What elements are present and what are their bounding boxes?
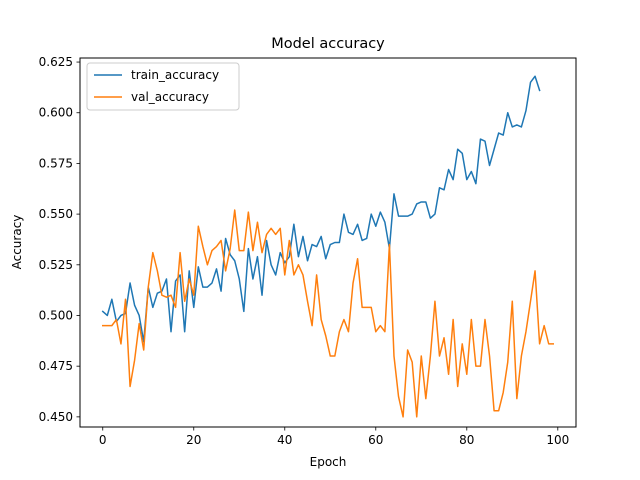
x-tick-label: 40	[277, 433, 292, 447]
y-tick-label: 0.450	[39, 410, 73, 424]
series-lines	[101, 75, 554, 418]
legend-box	[86, 62, 240, 111]
x-tick-label: 20	[186, 433, 201, 447]
x-tick-label: 100	[546, 433, 569, 447]
series-line-val-accuracy	[102, 209, 554, 418]
y-tick-label: 0.600	[39, 106, 73, 120]
x-tick-label: 80	[459, 433, 474, 447]
y-tick-label: 0.500	[39, 308, 73, 322]
x-axis: 0 20 40 60 80 100	[99, 427, 569, 447]
y-tick-label: 0.625	[39, 55, 73, 69]
y-tick-label: 0.525	[39, 258, 73, 272]
x-axis-label: Epoch	[310, 455, 347, 469]
x-tick-label: 0	[99, 433, 107, 447]
y-tick-label: 0.575	[39, 156, 73, 170]
legend: train_accuracy val_accuracy	[86, 62, 240, 111]
chart-title: Model accuracy	[271, 36, 385, 52]
legend-label-train-accuracy: train_accuracy	[131, 68, 219, 82]
plot-area-frame	[79, 57, 577, 428]
y-tick-label: 0.550	[39, 207, 73, 221]
y-axis: 0.450 0.475 0.500 0.525 0.550 0.575 0.600 0.625	[39, 55, 80, 424]
legend-label-val-accuracy: val_accuracy	[131, 90, 209, 104]
y-tick-label: 0.475	[39, 359, 73, 373]
x-tick-label: 60	[368, 433, 383, 447]
y-axis-label: Accuracy	[10, 215, 24, 270]
series-line-train-accuracy	[101, 75, 541, 343]
